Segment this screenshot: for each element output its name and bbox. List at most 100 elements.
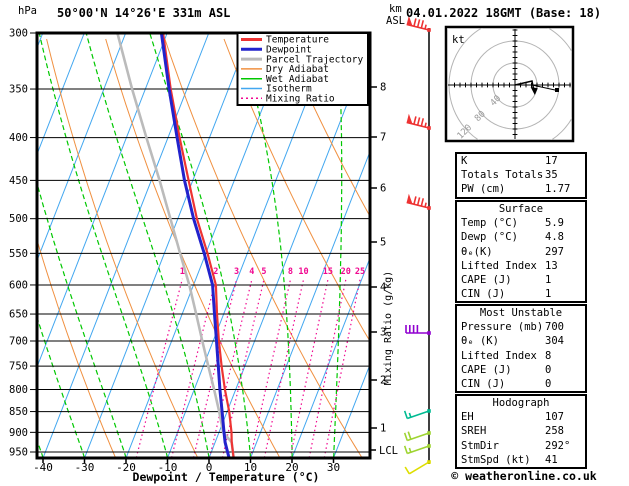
temperature-curve [162, 33, 235, 458]
mixing-ratio-value-label: 20 [341, 267, 351, 277]
pressure-tick-label: 500 [9, 213, 28, 225]
table-row-label: Pressure (mb) [461, 321, 544, 334]
table-row: EH 107 [457, 410, 585, 424]
isotherm-line [333, 363, 370, 458]
wet-adiabat-line [85, 33, 210, 458]
pressure-tick-label: 650 [9, 309, 28, 321]
km-tick-label: 5 [380, 237, 386, 249]
barb-pennant [406, 15, 413, 26]
hodograph-table: Hodograph EH 107 SREH 258 StmDir 292° StmSpd (k… [455, 394, 587, 469]
table-row-label: PW (cm) [461, 183, 506, 196]
wind-barb [403, 409, 431, 420]
table-row-value: 1.77 [545, 183, 571, 196]
km-tick-label: 1 [380, 423, 386, 435]
table-row: Totals Totals 35 [457, 168, 585, 182]
table-row-label: K [461, 155, 468, 167]
barb-half-tick [424, 122, 427, 128]
mixing-ratio-value-label: 2 [213, 267, 218, 277]
table-row: Temp (°C) 5.9 [457, 216, 585, 230]
barb-half-tick [424, 24, 427, 30]
barb-level-marker [427, 460, 431, 464]
pressure-tick-label: 850 [9, 406, 28, 418]
wind-barb [406, 113, 431, 130]
dry-adiabat-line [223, 38, 370, 343]
wind-barb [406, 15, 431, 32]
station-title: 50°00'N 14°26'E 331m ASL [57, 6, 230, 20]
mixing-ratio-value-label: 10 [298, 267, 308, 277]
isotherm-line [0, 33, 1, 458]
table-row-value: 700 [545, 321, 564, 334]
isotherm-line [84, 33, 251, 458]
mixing-ratio-line [221, 278, 265, 458]
barb-half-tick [408, 412, 412, 418]
table-row-value: 1 [545, 273, 552, 286]
barb-level-marker [427, 444, 431, 448]
curve-layer [116, 33, 235, 458]
hodograph-storm-line [531, 84, 556, 91]
table-row-value: 8 [545, 349, 552, 362]
parcel-trajectory-curve [116, 33, 235, 458]
table-row: CAPE (J) 1 [457, 273, 585, 287]
barb-full-tick [413, 196, 417, 205]
wet-adiabat-line [149, 33, 252, 458]
temp-tick-label: -30 [75, 461, 95, 474]
table-row: K 17 [457, 154, 585, 168]
table-title: Hodograph [492, 397, 550, 409]
legend-label: Wet Adiabat [266, 74, 329, 85]
table-row: CIN (J) 0 [457, 377, 585, 391]
barb-level-marker [427, 28, 431, 32]
wind-barb [405, 325, 431, 335]
table-row: PW (cm) 1.77 [457, 182, 585, 196]
barb-full-tick [416, 197, 421, 206]
barb-full-tick [416, 19, 421, 28]
table-row-value: 292° [545, 439, 571, 452]
isotherm-line [37, 33, 127, 262]
barb-full-tick [413, 116, 417, 125]
dry-adiabat-line [37, 238, 116, 458]
temp-tick-label: 0 [206, 461, 213, 474]
temp-tick-label: -20 [116, 461, 136, 474]
mixing-ratio-value-label: 8 [288, 267, 293, 277]
barb-full-tick [403, 432, 409, 441]
wind-barb [406, 193, 431, 210]
hodograph-unit-label: kt [452, 34, 465, 46]
wet-adiabat-line [38, 33, 169, 458]
legend-label: Mixing Ratio [266, 94, 335, 105]
mixing-ratio-line [263, 278, 305, 458]
table-row-label: CAPE (J) [461, 363, 512, 376]
barb-level-marker [427, 409, 431, 413]
mixing-ratio-line [323, 278, 361, 458]
table-row-value: 107 [545, 411, 564, 424]
barb-full-tick [413, 18, 417, 27]
table-row-value: 41 [545, 453, 558, 466]
legend-label: Isotherm [266, 84, 312, 95]
wet-adiabat-line [332, 33, 343, 458]
mixing-ratio-value-label: 3 [234, 267, 239, 277]
barb-level-marker [427, 206, 431, 210]
table-row: CIN (J) 1 [457, 287, 585, 301]
pressure-tick-label: 800 [9, 384, 28, 396]
table-row-label: Lifted Index [461, 349, 537, 362]
km-tick-label: 2 [380, 375, 386, 387]
barb-half-tick [424, 202, 427, 208]
dry-adiabat-line [282, 38, 370, 218]
table-row-value: 258 [545, 425, 564, 438]
barb-full-tick [420, 198, 425, 207]
mixing-ratio-line [135, 278, 183, 458]
pressure-tick-label: 600 [9, 279, 28, 291]
table-row-value: 297 [545, 245, 564, 258]
legend-label: Dewpoint [266, 45, 312, 56]
surface-table: Surface Temp (°C) 5.9 Dewp (°C) 4.8 θₑ(K) 297 L… [455, 200, 587, 304]
pressure-tick-label: 950 [9, 446, 28, 458]
table-row-value: 0 [545, 363, 552, 376]
wind-barb [403, 444, 431, 455]
table-row-label: Temp (°C) [461, 217, 518, 230]
table-row-value: 0 [545, 377, 552, 390]
barb-pennant [406, 193, 413, 204]
barb-shaft [408, 461, 430, 475]
barb-full-tick [420, 118, 425, 127]
temp-tick-label: -10 [158, 461, 178, 474]
table-row-value: 5.9 [545, 217, 564, 230]
wind-barb [404, 460, 431, 475]
